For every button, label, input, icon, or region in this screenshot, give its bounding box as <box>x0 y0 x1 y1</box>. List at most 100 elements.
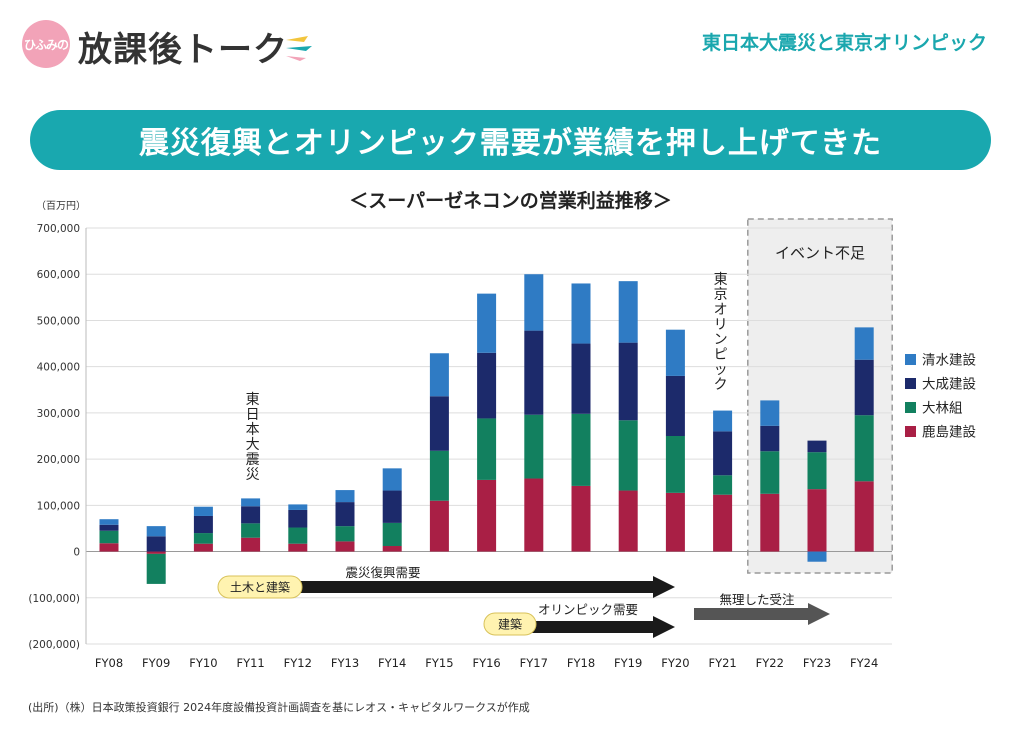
bar-segment <box>288 543 308 552</box>
bar-segment <box>807 489 827 552</box>
bar-segment <box>618 281 638 343</box>
headline-banner: 震災復興とオリンピック需要が業績を押し上げてきた <box>30 110 991 170</box>
topic-title: 東日本大震災と東京オリンピック <box>701 32 987 54</box>
source-note: (出所)（株）日本政策投資銀行 2024年度設備投資計画調査を基にレオス・キャピ… <box>28 701 530 714</box>
y-tick-label: 300,000 <box>37 408 80 420</box>
olympic-annotation: 東京オリンピック <box>714 272 728 393</box>
legend-swatch <box>905 378 916 389</box>
bar-segment <box>571 413 591 486</box>
y-tick-label: 700,000 <box>37 223 80 235</box>
x-tick-label: FY20 <box>661 656 689 670</box>
bar-segment <box>713 410 733 432</box>
y-tick-label: (100,000) <box>28 593 80 605</box>
legend-label: 清水建設 <box>922 353 976 369</box>
bar-segment <box>288 527 308 544</box>
bar-segment <box>618 342 638 421</box>
bar-segment <box>146 526 166 537</box>
logo-title: 放課後トーク <box>78 30 288 70</box>
legend-label: 鹿島建設 <box>922 424 976 441</box>
bar-segment <box>429 450 449 501</box>
event-shortage-label: イベント不足 <box>775 244 865 262</box>
earthquake-annotation: 東日本大震災 <box>246 392 260 483</box>
bar-segment <box>665 436 685 493</box>
chart-title: ＜スーパーゼネコンの営業利益推移＞ <box>349 190 672 212</box>
bar-segment <box>854 481 874 552</box>
bar-segment <box>713 494 733 552</box>
bar-segment <box>335 502 355 527</box>
bar-segment <box>760 493 780 552</box>
bar-segment <box>618 490 638 552</box>
bar-segment <box>382 468 402 491</box>
bar-segment <box>335 541 355 552</box>
bar-segment <box>665 492 685 552</box>
y-tick-label: 400,000 <box>37 362 80 374</box>
bar-segment <box>854 359 874 416</box>
bar-segment <box>571 283 591 344</box>
x-tick-label: FY24 <box>850 656 878 670</box>
bar-segment <box>429 353 449 397</box>
x-tick-label: FY18 <box>567 656 595 670</box>
olympic-demand-label: オリンピック需要 <box>538 602 638 617</box>
bar-segment <box>524 478 544 552</box>
bar-segment <box>241 506 261 524</box>
bar-segment <box>477 418 497 480</box>
x-tick-label: FY21 <box>708 656 736 670</box>
sparkle-icon <box>286 36 312 61</box>
bar-segment <box>193 533 213 544</box>
bar-segment <box>146 551 166 554</box>
bar-segment <box>524 414 544 479</box>
x-tick-label: FY09 <box>142 656 170 670</box>
bar-segment <box>854 415 874 482</box>
bar-segment <box>807 452 827 490</box>
legend-swatch <box>905 402 916 413</box>
bar-segment <box>477 352 497 419</box>
legend-label: 大林組 <box>922 401 963 417</box>
y-tick-label: 100,000 <box>37 500 80 512</box>
bar-segment <box>193 506 213 516</box>
building-tag <box>483 612 537 636</box>
olympic-demand-arrow <box>522 616 675 638</box>
bar-segment <box>335 490 355 503</box>
bar-segment <box>241 537 261 552</box>
bar-segment <box>99 530 119 544</box>
x-tick-label: FY17 <box>520 656 548 670</box>
bar-segment <box>524 330 544 415</box>
bar-segment <box>571 343 591 414</box>
recovery-demand-label: 震災復興需要 <box>345 565 420 580</box>
x-tick-label: FY15 <box>425 656 453 670</box>
bar-segment <box>335 526 355 542</box>
bar-segment <box>713 431 733 476</box>
bar-segment <box>429 396 449 451</box>
bar-segment <box>193 515 213 534</box>
overbooking-arrow <box>694 603 830 625</box>
bar-segment <box>99 543 119 552</box>
y-tick-label: 600,000 <box>37 269 80 281</box>
y-tick-label: 0 <box>73 547 80 559</box>
bar-segment <box>807 551 827 562</box>
bar-segment <box>193 543 213 552</box>
bar-segment <box>241 523 261 538</box>
x-tick-label: FY14 <box>378 656 406 670</box>
bar-segment <box>146 536 166 552</box>
x-tick-label: FY12 <box>284 656 312 670</box>
bar-segment <box>713 475 733 495</box>
bar-segment <box>854 327 874 360</box>
x-tick-label: FY16 <box>472 656 500 670</box>
x-tick-label: FY13 <box>331 656 359 670</box>
bar-segment <box>760 425 780 452</box>
x-tick-label: FY23 <box>803 656 831 670</box>
overbooking-label: 無理した受注 <box>719 592 795 607</box>
bar-segment <box>571 485 591 552</box>
y-tick-label: 200,000 <box>37 454 80 466</box>
x-tick-label: FY10 <box>189 656 217 670</box>
civil-and-building-tag-text: 土木と建築 <box>230 580 290 595</box>
bar-segment <box>665 329 685 376</box>
bar-segment <box>99 519 119 525</box>
legend-swatch <box>905 354 916 365</box>
civil-and-building-tag <box>217 575 303 599</box>
bar-segment <box>288 509 308 528</box>
logo: ひふみの 放課後トーク <box>22 14 322 72</box>
x-tick-label: FY08 <box>95 656 123 670</box>
recovery-demand-arrow <box>290 576 675 598</box>
bar-segment <box>429 500 449 552</box>
